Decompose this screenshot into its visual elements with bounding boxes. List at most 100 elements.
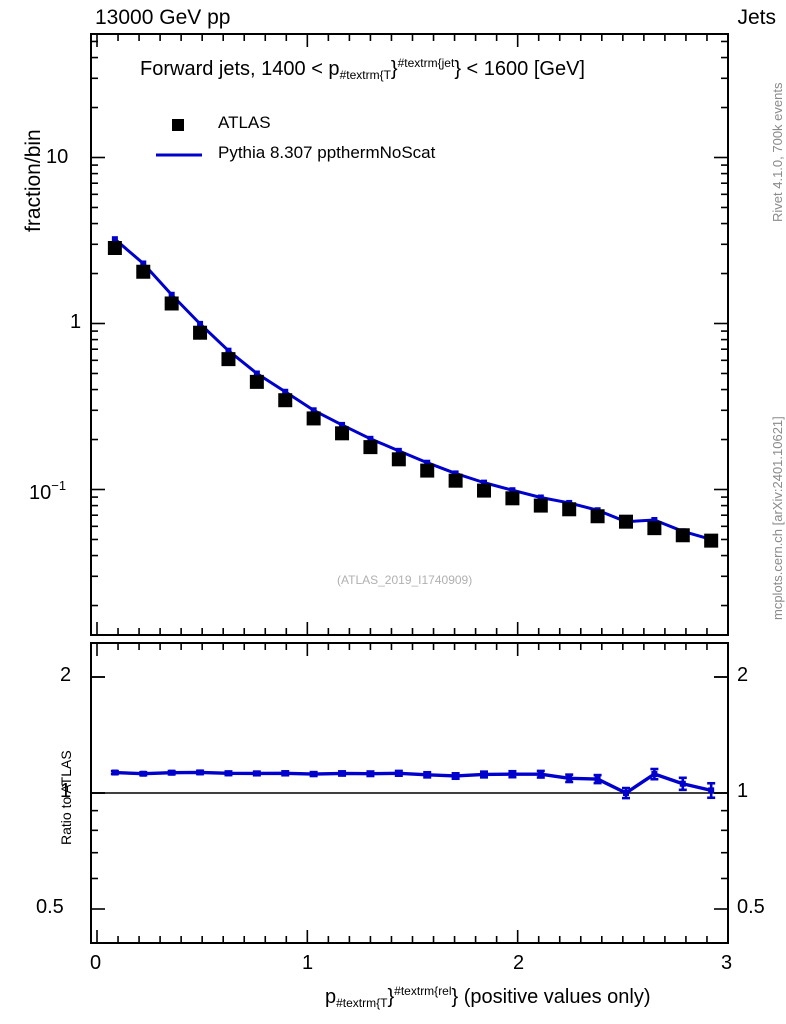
- data-point-atlas: [647, 521, 662, 536]
- data-point-atlas: [675, 528, 690, 543]
- main-ytick-0p1: 10−1: [29, 478, 66, 505]
- model-point: [168, 291, 175, 298]
- data-point-atlas: [306, 411, 321, 426]
- xlabel-prefix: p: [325, 985, 337, 1008]
- data-point-atlas: [420, 463, 435, 478]
- data-point-atlas: [505, 491, 520, 506]
- main-panel-frame: [90, 33, 729, 636]
- model-point: [537, 494, 544, 501]
- xtick-3: 3: [721, 952, 733, 974]
- data-point-atlas: [618, 514, 633, 529]
- ratio-point: [197, 769, 204, 776]
- xtick-0: 0: [90, 952, 102, 974]
- ratio-point: [651, 771, 658, 778]
- data-point-atlas: [136, 264, 151, 279]
- ratio-point: [594, 776, 601, 783]
- data-point-atlas: [477, 483, 492, 498]
- xlabel-brace-1: }: [387, 985, 395, 1008]
- ratio-point: [339, 770, 346, 777]
- main-ytick-1: 1: [70, 311, 82, 333]
- ratio-point: [708, 787, 715, 794]
- xlabel-subscript-t: #textrm{T: [336, 995, 388, 1010]
- model-point: [253, 370, 260, 377]
- model-point: [424, 459, 431, 466]
- data-point-atlas: [278, 393, 293, 408]
- model-point: [225, 347, 232, 354]
- model-point: [197, 320, 204, 327]
- data-point-atlas: [107, 240, 122, 255]
- data-point-atlas: [193, 325, 208, 340]
- ratio-point: [509, 771, 516, 778]
- data-point-atlas: [562, 502, 577, 517]
- ratio-ytick-1-right: 1: [737, 780, 749, 802]
- xtick-1: 1: [302, 952, 314, 974]
- ratio-point: [481, 771, 488, 778]
- ratio-point: [310, 771, 317, 778]
- ratio-point: [225, 770, 232, 777]
- model-point: [395, 447, 402, 454]
- title-superscript-jet: #textrm{jet: [397, 56, 455, 70]
- ratio-curve: [114, 770, 712, 795]
- model-curve-pythia: [113, 238, 712, 541]
- model-point: [310, 407, 317, 414]
- data-point-atlas: [335, 426, 350, 441]
- title-brace-1: }: [390, 57, 398, 80]
- main-ytick-0p1-exponent: −1: [51, 478, 67, 493]
- xlabel-superscript-rel: #textrm{rel: [394, 984, 452, 998]
- legend-label-pythia: Pythia 8.307 ppthermNoScat: [218, 143, 436, 162]
- model-point: [339, 421, 346, 428]
- ratio-point: [679, 780, 686, 787]
- data-point-atlas: [704, 533, 719, 548]
- ratio-point: [140, 770, 147, 777]
- header-left-label: 13000 GeV pp: [95, 6, 231, 29]
- title-prefix: Forward jets, 1400 < p: [140, 57, 340, 80]
- model-point: [452, 470, 459, 477]
- model-point: [140, 260, 147, 267]
- model-point: [481, 479, 488, 486]
- data-point-atlas: [363, 440, 378, 455]
- ratio-point: [537, 771, 544, 778]
- ratio-ytick-1-left: 1: [60, 780, 72, 802]
- data-point-atlas: [249, 374, 264, 389]
- data-point-atlas: [221, 352, 236, 367]
- data-point-atlas: [533, 498, 548, 513]
- ratio-point: [566, 775, 573, 782]
- model-point: [651, 517, 658, 524]
- ratio-point: [282, 770, 289, 777]
- ratio-point: [452, 772, 459, 779]
- data-point-atlas: [590, 509, 605, 524]
- data-point-atlas: [164, 296, 179, 311]
- legend-marker-square-icon: [172, 119, 184, 131]
- ratio-ytick-2-right: 2: [737, 664, 749, 686]
- ratio-point: [395, 770, 402, 777]
- model-point: [282, 388, 289, 395]
- main-ytick-0p1-base: 10: [29, 482, 52, 505]
- xlabel-suffix: } (positive values only): [451, 985, 651, 1008]
- ratio-ytick-0p5-left: 0.5: [36, 896, 64, 918]
- data-point-atlas: [391, 452, 406, 467]
- title-subscript-t: #textrm{T: [339, 67, 391, 82]
- legend-label-atlas: ATLAS: [218, 113, 271, 132]
- model-point: [111, 236, 118, 243]
- main-ytick-10: 10: [46, 146, 69, 168]
- ratio-point: [111, 769, 118, 776]
- xtick-2: 2: [513, 952, 525, 974]
- x-axis-label: p#textrm{T}#textrm{rel} (positive values…: [325, 984, 651, 1010]
- analysis-watermark: (ATLAS_2019_I1740909): [337, 573, 473, 587]
- model-point: [367, 435, 374, 442]
- ratio-ytick-2-left: 2: [60, 664, 72, 686]
- ratio-ytick-0p5-right: 0.5: [737, 896, 765, 918]
- ratio-point: [168, 769, 175, 776]
- ratio-point: [424, 771, 431, 778]
- ratio-point: [622, 790, 629, 796]
- data-point-atlas: [448, 473, 463, 488]
- header-right-label: Jets: [737, 6, 776, 29]
- plot-title: Forward jets, 1400 < p#textrm{T}#textrm{…: [140, 56, 585, 82]
- title-suffix: } < 1600 [GeV]: [454, 57, 585, 80]
- ratio-point: [253, 770, 260, 777]
- ratio-point: [367, 770, 374, 777]
- legend-marker-line-icon: [156, 153, 202, 157]
- model-point: [509, 487, 516, 494]
